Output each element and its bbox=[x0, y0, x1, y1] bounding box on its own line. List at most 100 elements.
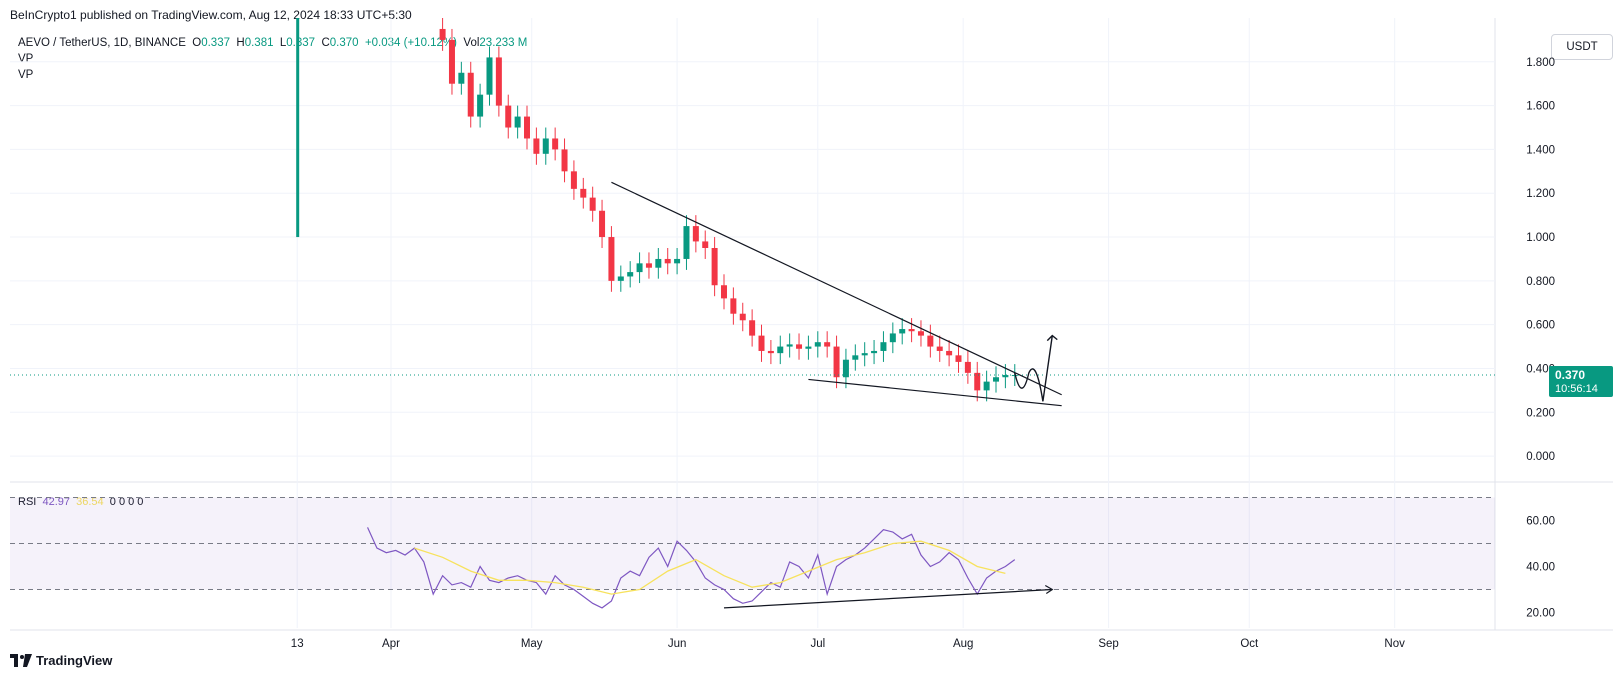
candle-body bbox=[833, 346, 840, 378]
symbol-name[interactable]: AEVO / TetherUS, 1D, BINANCE bbox=[18, 37, 186, 49]
candle-body bbox=[533, 138, 540, 154]
volume-profile-bar bbox=[296, 18, 300, 238]
open-value: 0.337 bbox=[201, 37, 230, 49]
price-tick-label: 0.400 bbox=[1526, 363, 1555, 375]
candle-body bbox=[636, 263, 643, 273]
time-tick-label: 13 bbox=[291, 638, 304, 650]
candle-body bbox=[908, 329, 915, 332]
tradingview-brand: TradingView bbox=[36, 653, 113, 668]
tradingview-footer[interactable]: TradingView bbox=[10, 653, 112, 668]
price-tick-label: 0.200 bbox=[1526, 407, 1555, 419]
price-tick-label: 0.600 bbox=[1526, 320, 1555, 332]
candle-body bbox=[739, 313, 746, 321]
candle-body bbox=[505, 105, 512, 128]
candle-body bbox=[561, 149, 568, 172]
time-tick-label: Jun bbox=[668, 638, 687, 650]
open-label: O bbox=[192, 37, 202, 49]
last-price-value: 0.370 bbox=[1555, 368, 1586, 382]
price-tick-label: 1.000 bbox=[1526, 232, 1555, 244]
candle-body bbox=[495, 57, 502, 106]
candle-body bbox=[486, 57, 493, 95]
candle-body bbox=[1002, 375, 1009, 378]
symbol-legend: AEVO / TetherUS, 1D, BINANCE O0.337 H0.3… bbox=[18, 35, 527, 83]
upper-trendline bbox=[611, 181, 1062, 396]
candle-body bbox=[617, 276, 624, 281]
candle-body bbox=[467, 72, 474, 117]
candle-body bbox=[946, 350, 953, 356]
candle-body bbox=[477, 94, 484, 117]
candle-body bbox=[974, 372, 981, 391]
price-tick-label: 1.600 bbox=[1526, 101, 1555, 113]
candle-body bbox=[767, 350, 774, 354]
candle-body bbox=[692, 226, 699, 242]
projection-arrow bbox=[1046, 334, 1058, 342]
rsi-ma-value: 36.54 bbox=[76, 496, 104, 508]
rsi-label[interactable]: RSI bbox=[18, 496, 37, 508]
candle-body bbox=[889, 333, 896, 343]
time-tick-label: Nov bbox=[1384, 638, 1405, 650]
close-value: 0.370 bbox=[329, 37, 359, 49]
candle-body bbox=[880, 342, 887, 351]
candle-body bbox=[627, 272, 634, 277]
tradingview-logo-icon bbox=[10, 654, 32, 667]
candle-body bbox=[608, 237, 615, 281]
candle-body bbox=[777, 346, 784, 354]
candle-body bbox=[749, 320, 756, 336]
volume-value: 23.233 M bbox=[479, 37, 528, 49]
candle-body bbox=[861, 353, 868, 356]
low-label: L bbox=[279, 37, 287, 49]
price-tick-label: 1.800 bbox=[1526, 57, 1555, 69]
projection-path bbox=[1014, 335, 1053, 402]
time-tick-label: May bbox=[521, 638, 543, 650]
volume-label: Vol bbox=[463, 37, 480, 49]
rsi-value: 42.97 bbox=[42, 496, 70, 508]
time-tick-label: Aug bbox=[953, 638, 973, 650]
candle-body bbox=[524, 116, 531, 139]
last-price-tag: 0.370 10:56:14 bbox=[1549, 366, 1613, 397]
price-tick-label: 1.200 bbox=[1526, 188, 1555, 200]
candle-body bbox=[955, 355, 962, 362]
candle-body bbox=[720, 285, 727, 299]
candle-body bbox=[824, 342, 831, 347]
candle-body bbox=[871, 350, 878, 354]
candle-body bbox=[796, 344, 803, 349]
time-tick-label: Apr bbox=[382, 638, 400, 650]
rsi-divergence-line bbox=[723, 588, 1053, 609]
candle-body bbox=[842, 359, 849, 378]
candle-body bbox=[580, 188, 587, 198]
candle-body bbox=[814, 342, 821, 347]
candle-body bbox=[917, 331, 924, 336]
currency-selector[interactable]: USDT bbox=[1551, 34, 1613, 60]
candle-body bbox=[439, 28, 446, 40]
indicator-vp-2[interactable]: VP bbox=[18, 69, 34, 81]
time-tick-label: Oct bbox=[1240, 638, 1259, 650]
candle-body bbox=[983, 381, 990, 391]
candle-body bbox=[664, 258, 671, 264]
candle-body bbox=[448, 39, 455, 84]
low-value: 0.337 bbox=[286, 37, 316, 49]
candle-body bbox=[645, 263, 652, 268]
candle-body bbox=[852, 355, 859, 360]
rsi-divergence-arrow bbox=[1044, 584, 1054, 594]
candle-body bbox=[655, 258, 662, 268]
candle-body bbox=[805, 346, 812, 349]
candle-body bbox=[899, 329, 906, 334]
time-tick-label: Jul bbox=[810, 638, 825, 650]
rsi-extra-values: 0 0 0 0 bbox=[109, 496, 144, 508]
rsi-tick-label: 40.00 bbox=[1526, 562, 1555, 574]
candle-body bbox=[458, 72, 465, 84]
lower-trendline bbox=[808, 378, 1062, 407]
candle-body bbox=[589, 197, 596, 211]
candle-body bbox=[683, 226, 690, 259]
candle-body bbox=[514, 116, 521, 128]
rsi-ma-line bbox=[414, 540, 1006, 595]
high-label: H bbox=[236, 37, 245, 49]
bar-countdown: 10:56:14 bbox=[1555, 383, 1598, 395]
rsi-line bbox=[367, 527, 1016, 609]
candle-body bbox=[542, 138, 549, 154]
time-tick-label: Sep bbox=[1098, 638, 1118, 650]
change-value: +0.034 (+10.12%) bbox=[364, 37, 458, 49]
rsi-tick-label: 60.00 bbox=[1526, 516, 1555, 528]
candle-body bbox=[993, 377, 1000, 382]
